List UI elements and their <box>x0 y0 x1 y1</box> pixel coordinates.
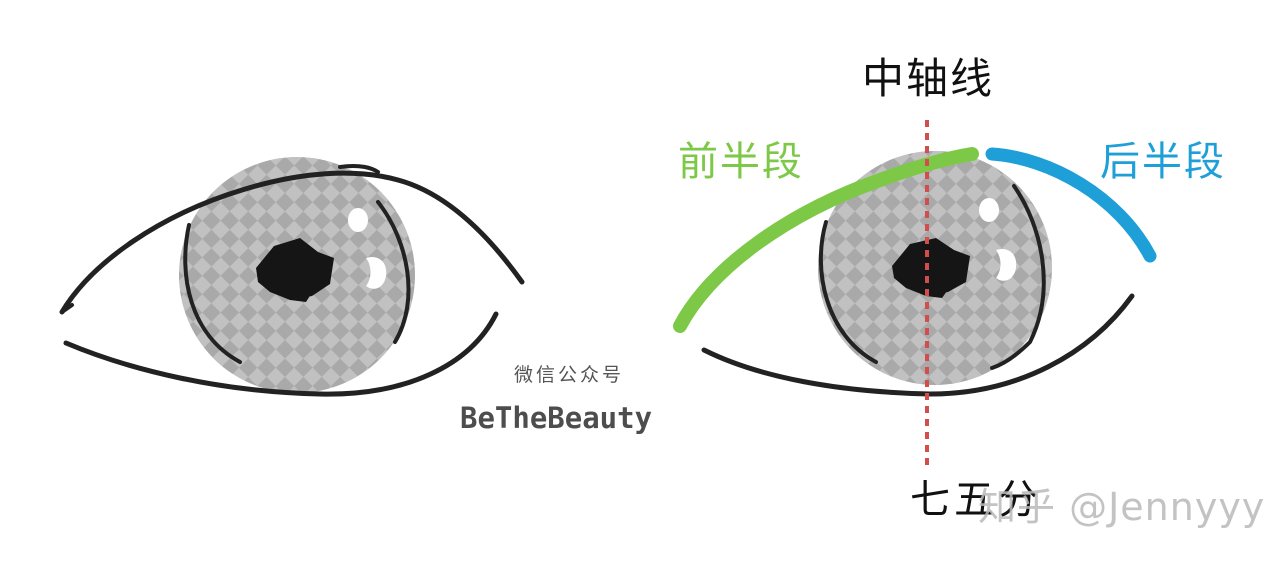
left-pupil <box>256 238 334 302</box>
left-eye-outline <box>59 163 525 397</box>
brand-watermark: BeTheBeauty <box>460 401 653 435</box>
front-segment-label: 前半段 <box>678 139 804 185</box>
zhihu-watermark: 知乎 @Jennyyy <box>978 485 1266 529</box>
back-segment-line <box>985 147 1157 263</box>
left-eye <box>59 157 525 397</box>
right-eye <box>673 147 1157 397</box>
wechat-watermark: 微信公众号 <box>514 364 625 386</box>
right-eye-outline <box>701 293 1135 397</box>
center-axis-label: 中轴线 <box>862 54 995 103</box>
back-segment-label: 后半段 <box>1100 139 1226 185</box>
ratio-label: 七五分 <box>910 477 1042 523</box>
front-segment-line <box>673 147 979 333</box>
left-highlights <box>348 208 387 289</box>
right-highlights <box>979 198 1017 281</box>
